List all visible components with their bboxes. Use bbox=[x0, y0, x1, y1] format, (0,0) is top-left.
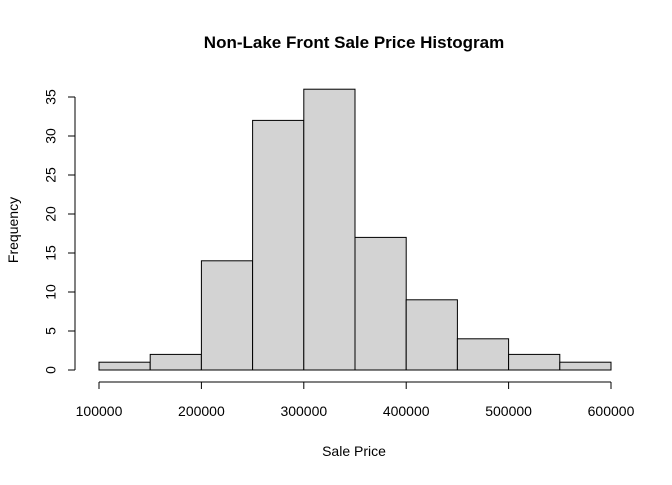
x-tick-label: 400000 bbox=[383, 403, 430, 419]
x-tick-label: 100000 bbox=[76, 403, 123, 419]
y-tick-label: 20 bbox=[43, 206, 59, 222]
y-tick-label: 25 bbox=[43, 167, 59, 183]
histogram-bar bbox=[149, 353, 202, 371]
y-tick-label: 15 bbox=[43, 245, 59, 261]
histogram-bar bbox=[354, 236, 407, 371]
x-axis-label: Sale Price bbox=[322, 443, 386, 459]
bars-group bbox=[98, 88, 612, 371]
y-tick-label: 10 bbox=[43, 284, 59, 300]
y-axis-label: Frequency bbox=[5, 197, 21, 263]
y-tick-label: 35 bbox=[43, 89, 59, 105]
x-tick-label: 600000 bbox=[588, 403, 635, 419]
chart-title: Non-Lake Front Sale Price Histogram bbox=[204, 33, 504, 52]
y-tick-label: 0 bbox=[43, 366, 59, 374]
y-tick-label: 5 bbox=[43, 327, 59, 335]
histogram-bar bbox=[252, 119, 305, 371]
x-axis: 100000 200000 300000 400000 500000 600000 bbox=[76, 381, 635, 419]
histogram-bar bbox=[303, 88, 356, 371]
histogram-bar bbox=[200, 260, 254, 371]
y-tick-label: 30 bbox=[43, 128, 59, 144]
x-tick-label: 200000 bbox=[178, 403, 225, 419]
y-axis: 0 5 10 15 20 25 30 35 bbox=[43, 89, 76, 374]
histogram-bar bbox=[559, 361, 612, 371]
histogram-bar bbox=[405, 299, 458, 371]
x-tick-label: 500000 bbox=[485, 403, 532, 419]
histogram-bar bbox=[98, 361, 151, 371]
histogram-bar bbox=[508, 353, 561, 371]
histogram-bar bbox=[456, 338, 510, 371]
x-tick-label: 300000 bbox=[280, 403, 327, 419]
